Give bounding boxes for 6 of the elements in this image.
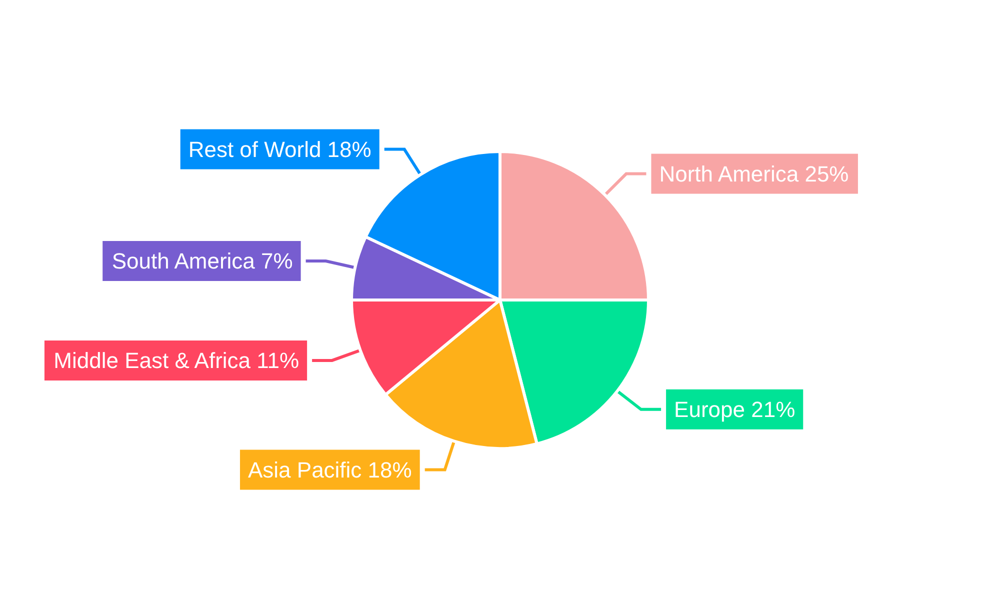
- slice-label: Asia Pacific 18%: [248, 457, 412, 482]
- slice-label: Middle East & Africa 11%: [54, 348, 300, 373]
- slice-label: Rest of World 18%: [188, 136, 372, 162]
- slice-label: South America 7%: [112, 248, 293, 274]
- slice-label: Europe 21%: [674, 396, 796, 422]
- slice-label: North America 25%: [659, 161, 849, 186]
